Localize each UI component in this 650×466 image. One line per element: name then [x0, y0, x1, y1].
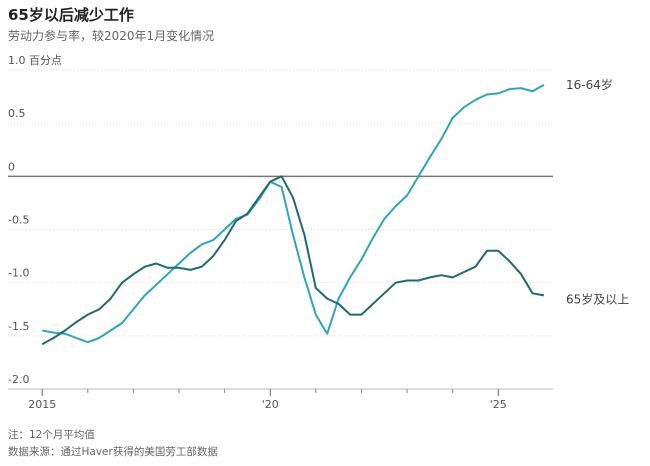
legend-label: 16-64岁 [566, 77, 613, 92]
y-tick-label: -2.0 [8, 373, 29, 386]
chart-title: 65岁以后减少工作 [8, 6, 134, 24]
source: 数据来源：通过Haver获得的美国劳工部数据 [8, 445, 218, 458]
y-tick-label: -1.5 [8, 320, 29, 333]
legend-label: 65岁及以上 [566, 291, 629, 306]
x-tick-label: 2015 [28, 398, 56, 411]
x-tick-label: '25 [490, 398, 507, 411]
line [41, 175, 545, 346]
x-tick-label: '20 [262, 398, 279, 411]
y-tick-label: 1.0 百分点 [8, 54, 62, 67]
line [42, 84, 545, 344]
note: 注：12个月平均值 [8, 428, 95, 441]
y-tick-label: -1.0 [8, 267, 29, 280]
chart-subtitle: 劳动力参与率，较2020年1月变化情况 [8, 28, 214, 43]
y-tick-label: -0.5 [8, 214, 29, 227]
y-tick-label: 0.5 [8, 107, 26, 120]
y-tick-label: 0 [8, 160, 15, 173]
